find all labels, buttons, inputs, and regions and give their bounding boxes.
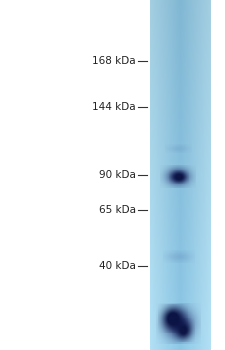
Text: 40 kDa: 40 kDa [99, 261, 136, 271]
Text: 65 kDa: 65 kDa [99, 205, 136, 215]
Text: 90 kDa: 90 kDa [99, 170, 136, 180]
Text: 168 kDa: 168 kDa [92, 56, 136, 66]
Text: 144 kDa: 144 kDa [92, 102, 136, 112]
